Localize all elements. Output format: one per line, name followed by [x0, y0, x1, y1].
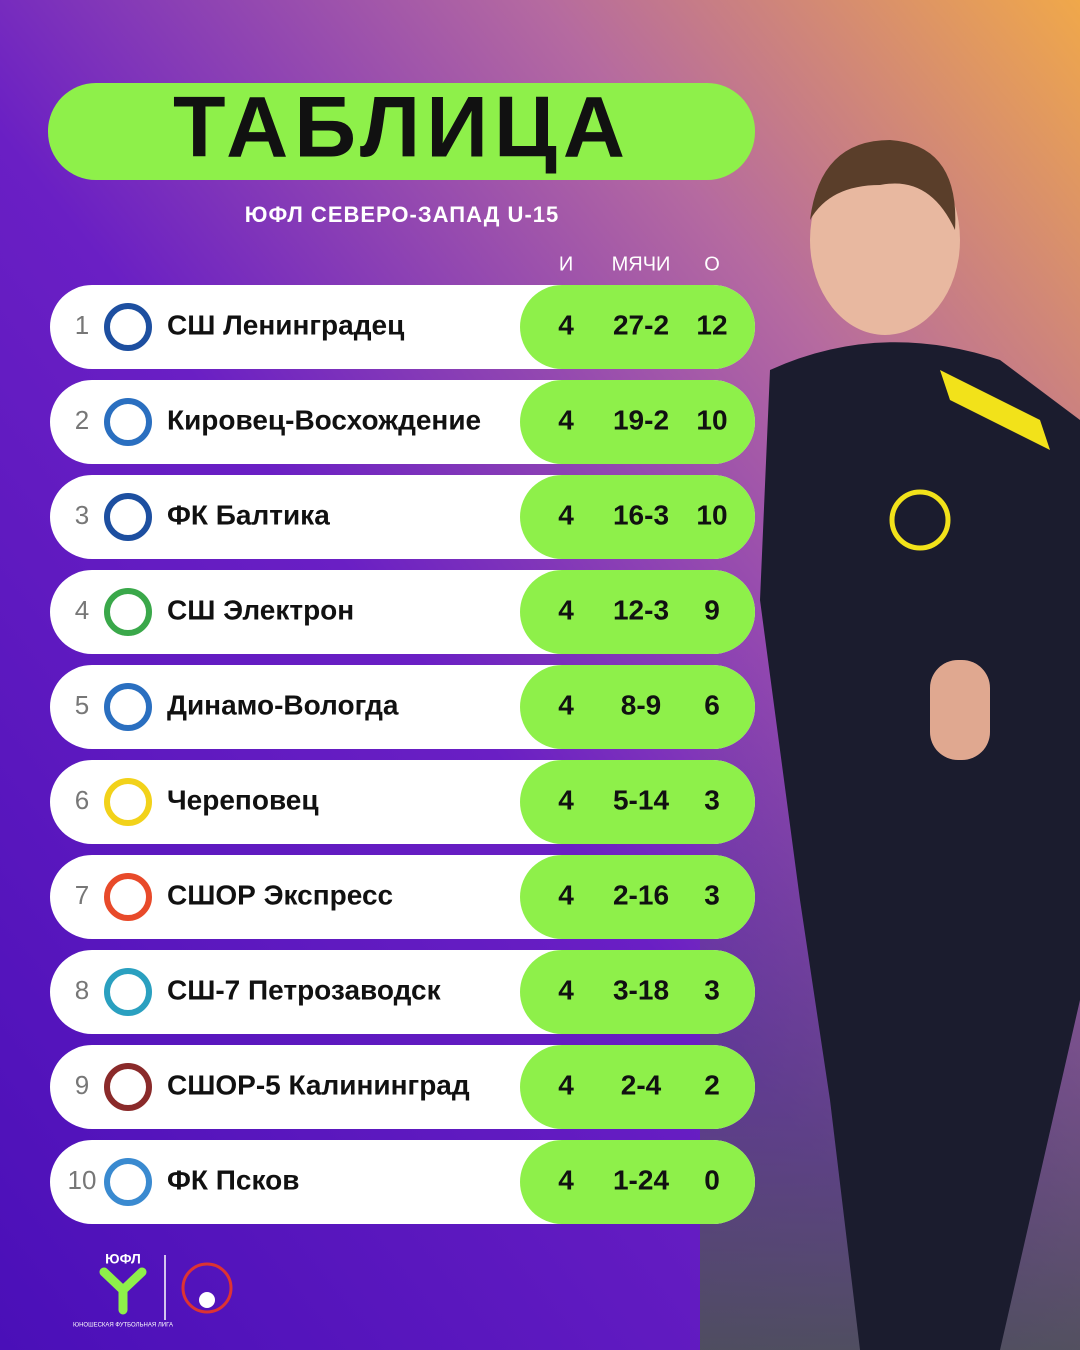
logo-text: ЮФЛ: [105, 1251, 141, 1267]
rank: 3: [75, 500, 89, 530]
stat-points: 3: [704, 974, 720, 1005]
stat-games: 4: [558, 594, 574, 625]
team-name: ФК Псков: [167, 1164, 299, 1195]
team-logo: [104, 1063, 152, 1111]
stat-games: 4: [558, 784, 574, 815]
table-row: 7 СШОР Экспресс 4 2-16 3: [50, 855, 755, 939]
stat-points: 2: [704, 1069, 720, 1100]
stat-points: 10: [696, 404, 727, 435]
table-row: 8 СШ-7 Петрозаводск 4 3-18 3: [50, 950, 755, 1034]
table-row: 10 ФК Псков 4 1-24 0: [50, 1140, 755, 1224]
stat-points: 3: [704, 879, 720, 910]
team-logo: [104, 1158, 152, 1206]
rank: 9: [75, 1070, 89, 1100]
rank: 5: [75, 690, 89, 720]
stat-points: 12: [696, 309, 727, 340]
subtitle: ЮФЛ СЕВЕРО-ЗАПАД U-15: [245, 202, 560, 227]
team-logo: [104, 778, 152, 826]
team-logo: [104, 873, 152, 921]
table-row: 2 Кировец-Восхождение 4 19-2 10: [50, 380, 755, 464]
logo-caption: ЮНОШЕСКАЯ ФУТБОЛЬНАЯ ЛИГА: [73, 1323, 173, 1329]
team-name: СШ-7 Петрозаводск: [167, 974, 442, 1005]
stats-pill: [520, 1140, 755, 1224]
team-logo: [104, 303, 152, 351]
stat-goals: 5-14: [613, 784, 669, 815]
stat-games: 4: [558, 499, 574, 530]
title-pill: [48, 83, 755, 180]
column-header: И: [559, 253, 573, 275]
table-row: 3 ФК Балтика 4 16-3 10: [50, 475, 755, 559]
stat-games: 4: [558, 689, 574, 720]
rank: 7: [75, 880, 89, 910]
stat-goals: 8-9: [621, 689, 661, 720]
team-name: Динамо-Вологда: [167, 689, 399, 720]
table-row: 6 Череповец 4 5-14 3: [50, 760, 755, 844]
table-row: 4 СШ Электрон 4 12-3 9: [50, 570, 755, 654]
stats-pill: [520, 285, 755, 369]
footer-logo: ЮФЛ ЮНОШЕСКАЯ ФУТБОЛЬНАЯ ЛИГА: [73, 1251, 233, 1329]
player-photo: [760, 140, 1080, 1350]
stat-goals: 3-18: [613, 974, 669, 1005]
stat-goals: 19-2: [613, 404, 669, 435]
stats-pill: [520, 760, 755, 844]
stats-pill: [520, 1045, 755, 1129]
stat-points: 0: [704, 1164, 720, 1195]
column-header: МЯЧИ: [612, 253, 671, 275]
stat-games: 4: [558, 974, 574, 1005]
team-name: Кировец-Восхождение: [167, 404, 481, 435]
stat-games: 4: [558, 1164, 574, 1195]
team-logo: [104, 683, 152, 731]
stat-games: 4: [558, 1069, 574, 1100]
stats-pill: [520, 380, 755, 464]
team-logo: [104, 398, 152, 446]
team-name: СШОР Экспресс: [167, 879, 393, 910]
stats-pill: [520, 665, 755, 749]
stat-points: 3: [704, 784, 720, 815]
stat-points: 9: [704, 594, 720, 625]
stat-goals: 2-4: [621, 1069, 662, 1100]
rank: 2: [75, 405, 89, 435]
stat-goals: 16-3: [613, 499, 669, 530]
team-logo: [104, 493, 152, 541]
stat-games: 4: [558, 879, 574, 910]
team-name: ФК Балтика: [167, 499, 330, 530]
stat-goals: 1-24: [613, 1164, 669, 1195]
stat-points: 10: [696, 499, 727, 530]
team-name: СШ Ленинградец: [167, 309, 404, 340]
table-row: 9 СШОР-5 Калининград 4 2-4 2: [50, 1045, 755, 1129]
stat-games: 4: [558, 404, 574, 435]
stat-points: 6: [704, 689, 720, 720]
stats-pill: [520, 855, 755, 939]
table-row: 5 Динамо-Вологда 4 8-9 6: [50, 665, 755, 749]
stats-pill: [520, 950, 755, 1034]
rank: 1: [75, 310, 89, 340]
rank: 10: [68, 1165, 97, 1195]
table-row: 1 СШ Ленинградец 4 27-2 12: [50, 285, 755, 369]
stat-goals: 12-3: [613, 594, 669, 625]
title: ТАБЛИЦА: [173, 80, 631, 176]
team-name: Череповец: [167, 784, 319, 815]
stat-goals: 27-2: [613, 309, 669, 340]
stat-games: 4: [558, 309, 574, 340]
stats-pill: [520, 475, 755, 559]
stat-goals: 2-16: [613, 879, 669, 910]
column-header: О: [704, 253, 720, 275]
team-logo: [104, 968, 152, 1016]
team-name: СШОР-5 Калининград: [167, 1069, 470, 1100]
rank: 4: [75, 595, 89, 625]
rank: 6: [75, 785, 89, 815]
team-logo: [104, 588, 152, 636]
team-name: СШ Электрон: [167, 594, 354, 625]
stats-pill: [520, 570, 755, 654]
rank: 8: [75, 975, 89, 1005]
